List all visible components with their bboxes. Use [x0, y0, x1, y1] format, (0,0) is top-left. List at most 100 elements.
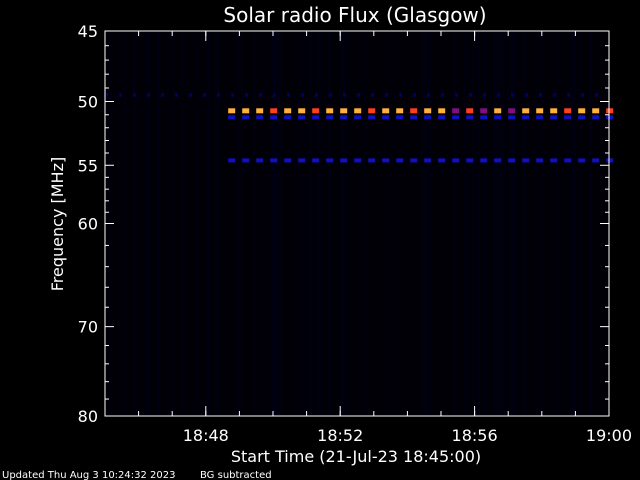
- band-segment: [606, 108, 614, 114]
- band-segment: [592, 108, 600, 114]
- band-segment: [242, 108, 250, 114]
- x-tick-label: 18:48: [183, 426, 229, 445]
- band-segment: [539, 92, 542, 97]
- noise-column: [166, 32, 168, 415]
- band-segment: [231, 92, 234, 97]
- band-segment: [298, 158, 306, 163]
- band-segment: [340, 115, 348, 120]
- noise-column: [157, 32, 159, 415]
- noise-column: [394, 32, 396, 415]
- band-segment: [578, 108, 586, 114]
- noise-column: [274, 32, 276, 415]
- band-segment: [536, 108, 544, 114]
- band-segment: [455, 92, 458, 97]
- band-segment: [410, 108, 418, 114]
- band-segment: [368, 108, 376, 114]
- band-segment: [119, 92, 122, 97]
- band-segment: [427, 92, 430, 97]
- noise-column: [316, 32, 318, 415]
- band-segment: [480, 115, 488, 120]
- noise-column: [319, 32, 321, 415]
- band-segment: [581, 92, 584, 97]
- band-segment: [550, 158, 558, 163]
- band-segment: [301, 92, 304, 97]
- band-segment: [340, 158, 348, 163]
- noise-column: [472, 32, 474, 415]
- band-segment: [326, 158, 334, 163]
- noise-column: [424, 32, 426, 415]
- noise-column: [133, 32, 135, 415]
- band-segment: [256, 158, 264, 163]
- band-segment: [578, 158, 586, 163]
- noise-column: [145, 32, 147, 415]
- band-segment: [508, 115, 516, 120]
- band-segment: [298, 115, 306, 120]
- x-tick-label: 18:52: [317, 426, 363, 445]
- band-segment: [228, 115, 236, 120]
- band-segment: [564, 108, 572, 114]
- band-segment: [438, 115, 446, 120]
- noise-column: [463, 32, 465, 415]
- band-segment: [511, 92, 514, 97]
- band-segment: [228, 108, 236, 114]
- band-segment: [284, 115, 292, 120]
- band-segment: [410, 158, 418, 163]
- noise-column: [265, 32, 267, 415]
- band-segment: [550, 108, 558, 114]
- band-layer: [105, 92, 614, 163]
- band-segment: [494, 158, 502, 163]
- noise-column: [403, 32, 405, 415]
- noise-column: [253, 32, 255, 415]
- x-tick-label: 19:00: [586, 426, 632, 445]
- noise-column: [571, 32, 573, 415]
- noise-column: [328, 32, 330, 415]
- band-segment: [312, 115, 320, 120]
- band-segment: [480, 158, 488, 163]
- band-segment: [270, 158, 278, 163]
- noise-column: [589, 32, 591, 415]
- band-segment: [203, 92, 206, 97]
- band-segment: [452, 158, 460, 163]
- noise-column: [349, 32, 351, 415]
- noise-column: [340, 32, 342, 415]
- band-54.6: [228, 158, 614, 163]
- band-segment: [382, 158, 390, 163]
- band-segment: [242, 115, 250, 120]
- band-segment: [147, 92, 150, 97]
- chart-title: Solar radio Flux (Glasgow): [223, 3, 486, 27]
- band-51.2: [228, 115, 614, 120]
- band-segment: [298, 108, 306, 114]
- band-segment: [368, 158, 376, 163]
- band-segment: [564, 158, 572, 163]
- noise-column: [439, 32, 441, 415]
- noise-column: [493, 32, 495, 415]
- band-segment: [578, 115, 586, 120]
- band-segment: [343, 92, 346, 97]
- noise-column: [271, 32, 273, 415]
- noise-column: [238, 32, 240, 415]
- y-tick-label: 45: [78, 22, 98, 41]
- footer-updated: Updated Thu Aug 3 10:24:32 2023: [2, 470, 176, 480]
- band-segment: [438, 158, 446, 163]
- noise-column: [205, 32, 207, 415]
- band-segment: [466, 108, 474, 114]
- band-49.5: [105, 92, 598, 97]
- band-segment: [270, 115, 278, 120]
- band-segment: [522, 158, 530, 163]
- band-segment: [189, 92, 192, 97]
- x-axis-title: Start Time (21-Jul-23 18:45:00): [231, 447, 481, 466]
- band-segment: [452, 108, 460, 114]
- band-segment: [228, 158, 236, 163]
- band-segment: [396, 115, 404, 120]
- band-segment: [424, 108, 432, 114]
- band-segment: [133, 92, 136, 97]
- band-segment: [256, 108, 264, 114]
- y-tick-label: 70: [78, 318, 98, 337]
- band-segment: [326, 115, 334, 120]
- band-segment: [382, 115, 390, 120]
- band-segment: [161, 92, 164, 97]
- footer-note: BG subtracted: [200, 470, 272, 480]
- band-segment: [399, 92, 402, 97]
- band-segment: [606, 115, 614, 120]
